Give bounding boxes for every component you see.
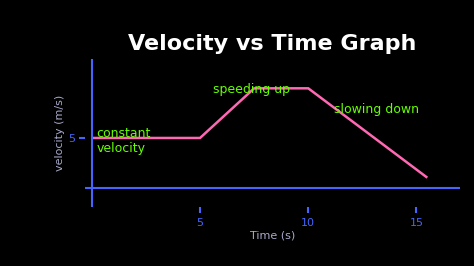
Y-axis label: velocity (m/s): velocity (m/s) <box>55 95 65 171</box>
Text: slowing down: slowing down <box>334 103 419 116</box>
X-axis label: Time (s): Time (s) <box>250 231 295 241</box>
Title: Velocity vs Time Graph: Velocity vs Time Graph <box>128 34 417 54</box>
Text: constant
velocity: constant velocity <box>96 127 151 155</box>
Text: speeding up: speeding up <box>213 83 290 96</box>
